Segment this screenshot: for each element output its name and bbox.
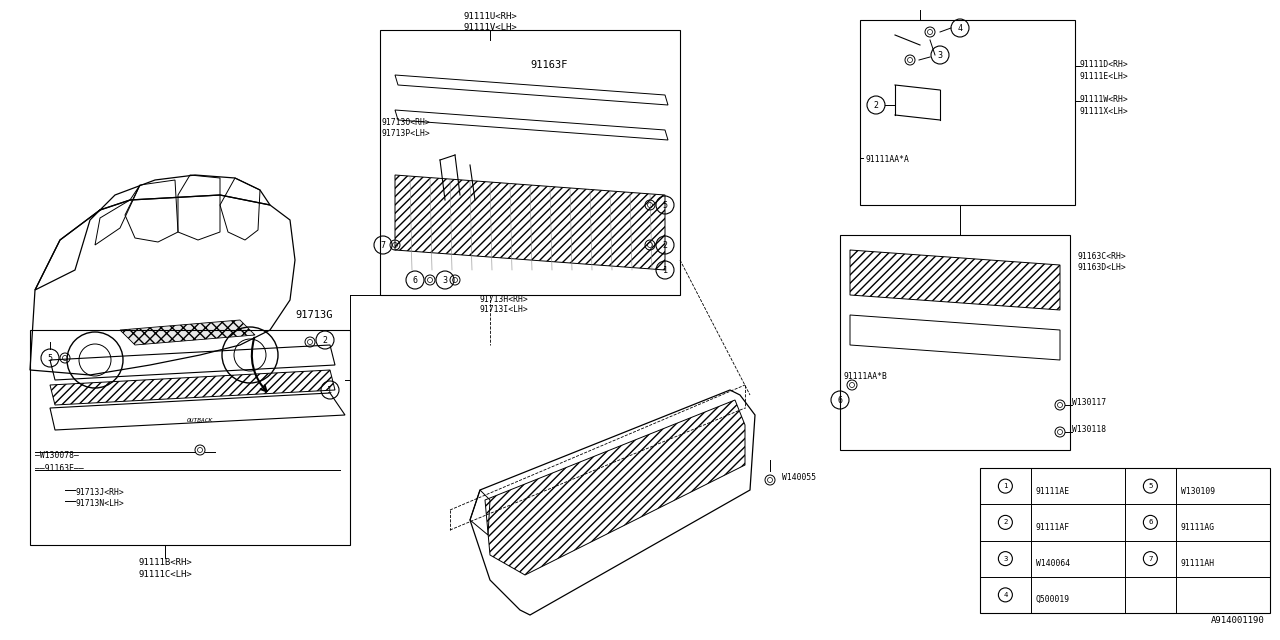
Text: 91713I<LH>: 91713I<LH>	[480, 305, 529, 314]
Text: 4: 4	[1004, 592, 1007, 598]
Text: 91163F: 91163F	[530, 60, 567, 70]
Text: 5: 5	[663, 200, 667, 209]
Text: 91111AA*A: 91111AA*A	[865, 155, 909, 164]
Text: 91111W<RH>: 91111W<RH>	[1080, 95, 1129, 104]
Bar	[840, 235, 1070, 450]
Text: 91111V<LH>: 91111V<LH>	[463, 23, 517, 32]
Text: 5: 5	[1148, 483, 1152, 489]
Text: 3: 3	[443, 275, 448, 285]
Text: W130109: W130109	[1180, 486, 1215, 495]
Text: 91111AF: 91111AF	[1036, 523, 1070, 532]
Text: 91163C<RH>: 91163C<RH>	[1078, 252, 1126, 261]
Text: 91163D<LH>: 91163D<LH>	[1078, 263, 1126, 272]
Text: 7: 7	[380, 241, 385, 250]
Text: 91713O<RH>: 91713O<RH>	[381, 118, 431, 127]
Text: 4: 4	[957, 24, 963, 33]
Polygon shape	[120, 320, 255, 345]
Text: Q500019: Q500019	[1036, 595, 1070, 604]
Text: 91111X<LH>: 91111X<LH>	[1080, 107, 1129, 116]
Text: 7: 7	[1148, 556, 1152, 562]
Text: 2: 2	[1004, 520, 1007, 525]
Text: W140055: W140055	[782, 472, 817, 481]
Text: 91111AH: 91111AH	[1180, 559, 1215, 568]
Bar	[980, 468, 1270, 613]
Polygon shape	[850, 250, 1060, 310]
Text: W130117: W130117	[1073, 397, 1106, 406]
Bar	[860, 20, 1075, 205]
Text: 91111B<RH>: 91111B<RH>	[138, 558, 192, 567]
Polygon shape	[485, 400, 745, 575]
Text: 91111AE: 91111AE	[1036, 486, 1070, 495]
Text: 6: 6	[1148, 520, 1152, 525]
Bar	[29, 330, 349, 545]
Text: 91111U<RH>: 91111U<RH>	[463, 12, 517, 21]
Text: OUTBACK: OUTBACK	[187, 417, 214, 422]
Text: 91111E<LH>: 91111E<LH>	[1080, 72, 1129, 81]
Text: 91713H<RH>: 91713H<RH>	[480, 295, 529, 304]
Text: 91713J<RH>: 91713J<RH>	[76, 488, 124, 497]
Text: 1: 1	[328, 385, 333, 394]
Text: 2: 2	[323, 335, 328, 344]
Text: 2: 2	[663, 241, 667, 250]
Text: 91713G: 91713G	[294, 310, 333, 320]
Text: 3: 3	[1004, 556, 1007, 562]
Text: W130118: W130118	[1073, 424, 1106, 433]
Text: 3: 3	[937, 51, 942, 60]
Polygon shape	[396, 175, 666, 270]
Text: 6: 6	[412, 275, 417, 285]
Text: 1: 1	[1004, 483, 1007, 489]
Text: 6: 6	[837, 396, 842, 404]
Text: 91111AA*B: 91111AA*B	[844, 372, 887, 381]
Text: 91111AG: 91111AG	[1180, 523, 1215, 532]
Text: 91713P<LH>: 91713P<LH>	[381, 129, 431, 138]
Text: ——91163E——: ——91163E——	[35, 463, 83, 472]
Text: 1: 1	[663, 266, 667, 275]
Text: —W130078—: —W130078—	[35, 451, 79, 460]
Bar	[380, 30, 680, 295]
Text: 91111D<RH>: 91111D<RH>	[1080, 60, 1129, 69]
Text: A914001190: A914001190	[1211, 616, 1265, 625]
Text: 91111C<LH>: 91111C<LH>	[138, 570, 192, 579]
Text: 5: 5	[47, 353, 52, 362]
Polygon shape	[50, 370, 335, 405]
Text: 2: 2	[873, 100, 878, 109]
Text: 91713N<LH>: 91713N<LH>	[76, 499, 124, 508]
Text: W140064: W140064	[1036, 559, 1070, 568]
